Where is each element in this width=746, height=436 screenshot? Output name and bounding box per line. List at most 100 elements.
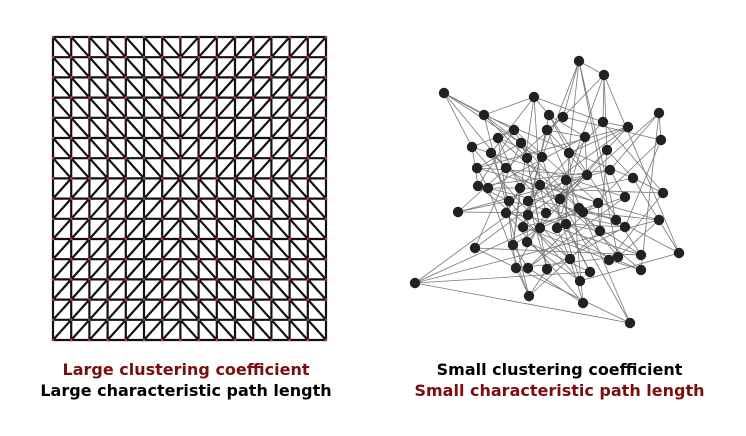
network-edge: [617, 219, 660, 258]
lattice-edge: [288, 177, 309, 200]
lattice-node: [179, 177, 182, 180]
lattice-node: [88, 217, 91, 221]
lattice-edge: [70, 197, 91, 220]
lattice-edge: [106, 117, 127, 139]
lattice-node: [88, 278, 91, 281]
lattice-node: [51, 55, 55, 59]
lattice-node: [288, 35, 291, 39]
lattice-edge: [215, 76, 236, 99]
lattice-node: [306, 278, 310, 281]
network-node: [492, 132, 504, 144]
lattice-node: [251, 338, 255, 342]
network-node: [653, 107, 665, 119]
lattice-node: [160, 35, 164, 39]
lattice-node: [142, 156, 146, 160]
lattice-node: [179, 156, 182, 160]
lattice-edge: [52, 298, 73, 321]
lattice-edge: [215, 258, 236, 281]
network-edge: [541, 60, 580, 158]
lattice-node: [160, 278, 164, 281]
lattice-edge: [179, 137, 200, 159]
network-edge: [565, 223, 626, 228]
network-node: [610, 214, 622, 226]
network-node: [579, 131, 591, 143]
network-edge: [608, 192, 664, 261]
lattice-node: [270, 197, 273, 200]
lattice-edge: [161, 117, 182, 139]
network-edge: [624, 139, 662, 228]
lattice-edge: [124, 298, 145, 321]
lattice-node: [215, 76, 219, 79]
lattice-node: [142, 197, 146, 200]
lattice-node: [160, 76, 164, 79]
lattice-node: [179, 338, 182, 342]
lattice-node: [233, 116, 237, 120]
network-node: [563, 147, 575, 159]
lattice-edge: [288, 278, 309, 301]
lattice-edge: [161, 96, 182, 119]
lattice-node: [270, 217, 273, 221]
lattice-node: [215, 55, 219, 59]
lattice-edge: [288, 218, 309, 240]
lattice-node: [288, 197, 291, 200]
left-caption-path-length: Large characteristic path length: [40, 381, 332, 400]
lattice-edge: [88, 298, 109, 321]
network-edge: [602, 74, 605, 123]
lattice-node: [69, 136, 73, 140]
network-edge: [443, 92, 473, 148]
network-edge: [522, 226, 610, 261]
lattice-edge: [106, 137, 127, 159]
network-edge: [443, 92, 543, 158]
lattice-node: [160, 55, 164, 59]
lattice-node: [142, 76, 146, 79]
network-node: [577, 206, 589, 218]
network-edge: [476, 142, 522, 169]
lattice-node: [124, 136, 128, 140]
lattice-edge: [143, 117, 164, 139]
lattice-edge: [88, 218, 109, 240]
lattice-edge: [234, 197, 255, 220]
lattice-node: [233, 55, 237, 59]
lattice-edge: [143, 258, 164, 281]
lattice-edge: [124, 76, 145, 99]
lattice-edge: [106, 96, 127, 119]
lattice-node: [270, 338, 273, 342]
lattice-node: [270, 96, 273, 99]
network-edge: [606, 149, 634, 179]
lattice-node: [179, 257, 182, 261]
lattice-edge: [306, 298, 327, 321]
lattice-edge: [161, 278, 182, 301]
network-edge: [476, 167, 588, 176]
lattice-node: [69, 237, 73, 241]
lattice-node: [251, 96, 255, 99]
lattice-edge: [52, 137, 73, 159]
lattice-node: [142, 338, 146, 342]
lattice-edge: [252, 298, 273, 321]
lattice-edge: [70, 258, 91, 281]
lattice-edge: [270, 137, 291, 159]
lattice-edge: [52, 157, 73, 180]
lattice-edge: [288, 197, 309, 220]
lattice-node: [233, 318, 237, 322]
lattice-node: [215, 338, 219, 342]
lattice-edge: [252, 238, 273, 260]
lattice-edge: [106, 56, 127, 79]
lattice-edge: [197, 319, 218, 341]
lattice-edge: [288, 76, 309, 99]
network-edge: [568, 126, 629, 154]
lattice-node: [69, 177, 73, 180]
lattice-edge: [143, 177, 164, 200]
lattice-edge: [270, 319, 291, 341]
lattice-node: [233, 237, 237, 241]
lattice-node: [160, 237, 164, 241]
lattice-edge: [270, 117, 291, 139]
network-edge: [471, 146, 626, 198]
lattice-edge: [252, 197, 273, 220]
lattice-edge: [161, 197, 182, 220]
lattice-edge: [106, 177, 127, 200]
lattice-node: [288, 318, 291, 322]
random-network-graph: [409, 55, 685, 329]
lattice-node: [215, 278, 219, 281]
lattice-edge: [179, 76, 200, 99]
network-edge: [505, 167, 599, 204]
